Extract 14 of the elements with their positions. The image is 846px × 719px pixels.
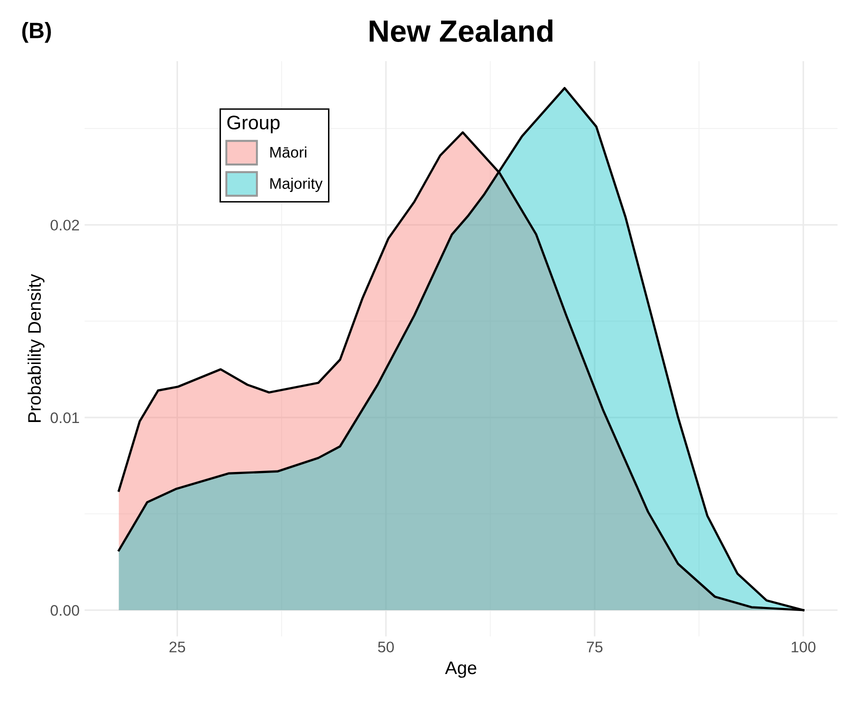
text: (B) [22,22,51,43]
x-tick-label: 50 [378,642,394,652]
chart-title: New Zealand [370,20,552,42]
legend-label: Majority [270,178,323,192]
x-axis-title: Age [445,662,476,678]
y-tick-label: 0.01 [50,412,79,424]
x-tick-label: 100 [792,642,816,652]
x-tick-label: 25 [170,642,186,652]
legend-label: Māori [270,146,306,158]
y-tick-label: 0.00 [50,604,80,616]
legend-title: Group [227,116,280,134]
y-tick-label: 0.02 [50,220,79,231]
x-tick-label: 75 [586,642,602,652]
y-axis-title: Probability Density [28,274,44,422]
